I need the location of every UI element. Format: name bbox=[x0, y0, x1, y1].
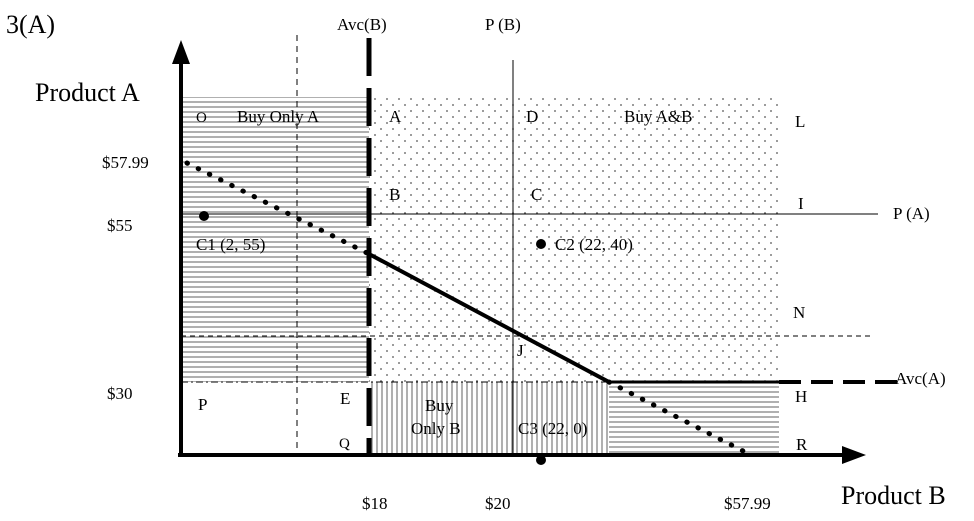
region-label-buy-a-b: Buy A&B bbox=[624, 107, 693, 126]
point-letter-n: N bbox=[793, 303, 805, 322]
region-buy-only-b-vertical bbox=[369, 382, 609, 454]
p-a-label: P (A) bbox=[893, 204, 930, 223]
consumer-point-c3 bbox=[536, 455, 546, 465]
point-letter-i: I bbox=[798, 194, 804, 213]
consumer-point-c2 bbox=[536, 239, 546, 249]
x-tick-20: $20 bbox=[485, 494, 511, 513]
point-letter-p: P bbox=[198, 395, 207, 414]
x-tick-57-99: $57.99 bbox=[724, 494, 771, 513]
point-letter-h: H bbox=[795, 387, 807, 406]
x-tick-18: $18 bbox=[362, 494, 388, 513]
point-letter-j: J bbox=[517, 341, 524, 360]
region-buy-only-b-horizontal bbox=[609, 382, 779, 454]
point-letter-o: O bbox=[196, 110, 207, 126]
point-letter-q: Q bbox=[339, 436, 350, 452]
avc-b-label: Avc(B) bbox=[337, 15, 387, 34]
dotted-diagonal-upper bbox=[184, 160, 372, 257]
point-letter-d: D bbox=[526, 107, 538, 126]
consumer-label-c3: C3 (22, 0) bbox=[518, 419, 587, 438]
point-letter-r: R bbox=[796, 435, 808, 454]
solid-diagonal-middle bbox=[368, 252, 610, 384]
region-buy-only-a bbox=[181, 97, 369, 382]
x-axis-arrow-icon bbox=[842, 446, 866, 464]
avc-a-label: Avc(A) bbox=[895, 369, 946, 388]
point-letter-b: B bbox=[389, 185, 400, 204]
point-letter-a: A bbox=[389, 107, 402, 126]
x-axis-title: Product B bbox=[841, 481, 946, 510]
point-letter-e: E bbox=[340, 389, 350, 408]
y-tick-30: $30 bbox=[107, 384, 133, 403]
y-tick-57-99: $57.99 bbox=[102, 153, 149, 172]
y-axis-arrow-icon bbox=[172, 40, 190, 64]
region-label-buy: Buy bbox=[425, 396, 454, 415]
consumer-point-c1 bbox=[199, 211, 209, 221]
region-label-buy-only-a: Buy Only A bbox=[237, 107, 320, 126]
dotted-diagonal-lower bbox=[606, 379, 748, 455]
consumer-label-c1: C1 (2, 55) bbox=[196, 235, 265, 254]
figure-label: 3(A) bbox=[6, 10, 55, 39]
p-b-label: P (B) bbox=[485, 15, 521, 34]
region-buy-a-b bbox=[369, 97, 779, 382]
y-axis-title: Product A bbox=[35, 78, 140, 107]
point-letter-l: L bbox=[795, 112, 805, 131]
y-tick-55: $55 bbox=[107, 216, 133, 235]
point-letter-c: C bbox=[531, 185, 542, 204]
region-label-only-b: Only B bbox=[411, 419, 461, 438]
consumer-label-c2: C2 (22, 40) bbox=[555, 235, 633, 254]
